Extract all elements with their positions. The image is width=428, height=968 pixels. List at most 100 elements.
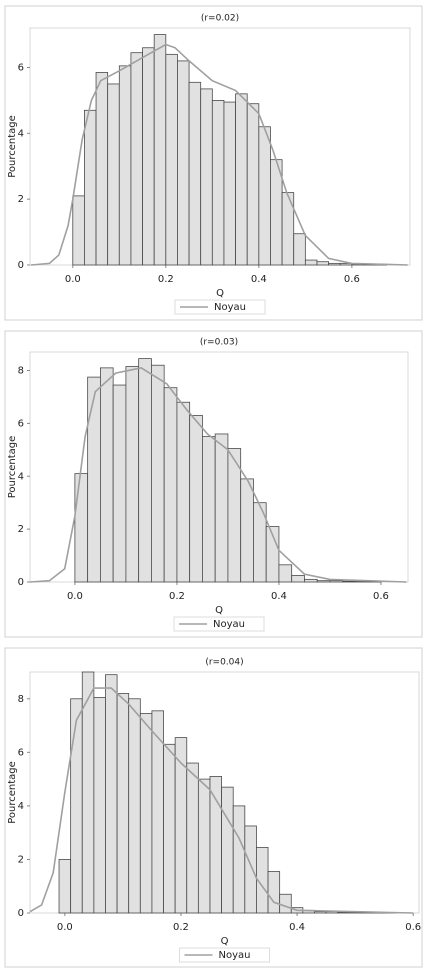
y-tick-label: 6 [18,747,24,758]
x-tick-label: 0.0 [57,922,73,933]
bar [281,192,295,266]
y-tick-label: 2 [18,194,24,205]
bar [58,859,72,914]
bar [107,83,120,266]
bar [267,871,281,914]
bar [328,262,341,266]
bar [355,581,369,583]
bar [209,776,222,914]
bar [329,580,344,583]
x-tick-label: 0.2 [169,591,185,602]
y-axis-label: Pourcentage [7,761,18,824]
legend-label: Noyau [219,950,251,961]
y-tick-label: 0 [18,577,24,588]
legend-box [174,299,266,315]
bar [93,697,106,914]
bar [246,103,260,266]
y-tick-label: 4 [18,471,24,482]
x-axis-label: Q [221,936,229,947]
bar [163,387,178,583]
y-tick-label: 6 [18,63,24,74]
bar [258,126,271,266]
bar [116,693,130,914]
bar [186,762,199,914]
panel-border [4,5,423,321]
x-tick-label: 0.6 [344,274,360,285]
bar [244,825,257,914]
density-line [30,43,408,266]
legend-box [179,947,270,963]
bar [316,580,331,583]
bar [165,53,178,266]
bar [105,674,118,914]
bar [279,893,292,914]
bar [139,713,153,914]
y-axis-label: Pourcentage [7,115,18,178]
y-axis-label: Pourcentage [7,436,18,499]
y-tick-label: 6 [18,418,24,429]
x-tick-label: 0.4 [251,274,267,285]
bar [348,912,362,914]
bar [227,448,242,583]
bar [130,52,143,266]
y-tick-label: 8 [18,694,24,705]
bar [176,401,191,583]
bar [87,376,101,583]
bar [128,698,141,914]
bar [99,367,114,583]
x-tick-label: 0.4 [289,922,305,933]
bar [314,911,327,914]
bar [214,433,229,583]
y-tick-label: 2 [18,524,24,535]
bar [221,786,234,914]
x-tick-label: 0.2 [158,274,174,285]
y-tick-label: 4 [18,128,24,139]
bar [188,81,202,266]
bar [291,574,305,583]
y-tick-label: 8 [18,366,24,377]
bar [278,564,293,583]
bar [151,364,165,583]
bar [112,384,127,583]
density-line [29,367,407,583]
y-tick-label: 2 [18,854,24,865]
y-tick-label: 4 [18,801,24,812]
density-line [29,687,414,914]
bar [138,358,152,583]
y-tick-label: 0 [18,260,24,271]
y-tick-label: 0 [18,908,24,919]
bar [265,526,280,583]
bar [74,473,89,583]
x-tick-label: 0.0 [65,274,81,285]
bar [304,578,318,583]
bar [142,47,155,266]
chart-title: (r=0.02) [201,14,239,24]
chart-title: (r=0.03) [200,338,238,348]
bar [153,34,167,266]
legend-box [173,616,265,632]
bar [235,93,248,266]
x-axis-label: Q [215,605,223,616]
x-tick-label: 0.2 [173,922,189,933]
x-tick-label: 0.6 [373,591,389,602]
bar [316,261,330,266]
bar [70,698,83,914]
x-tick-label: 0.4 [271,591,287,602]
x-tick-label: 0.6 [405,922,421,933]
bar [304,259,318,266]
chart-title: (r=0.04) [205,658,243,668]
bar [232,805,246,914]
bar [95,72,109,266]
bar [125,366,140,583]
bar [177,60,190,266]
bar [163,743,176,914]
bar [81,671,95,914]
bar [337,911,350,914]
legend-label: Noyau [213,619,245,630]
bar [342,580,356,583]
x-axis-label: Q [216,288,224,299]
bar [202,436,216,583]
bar [72,195,85,266]
